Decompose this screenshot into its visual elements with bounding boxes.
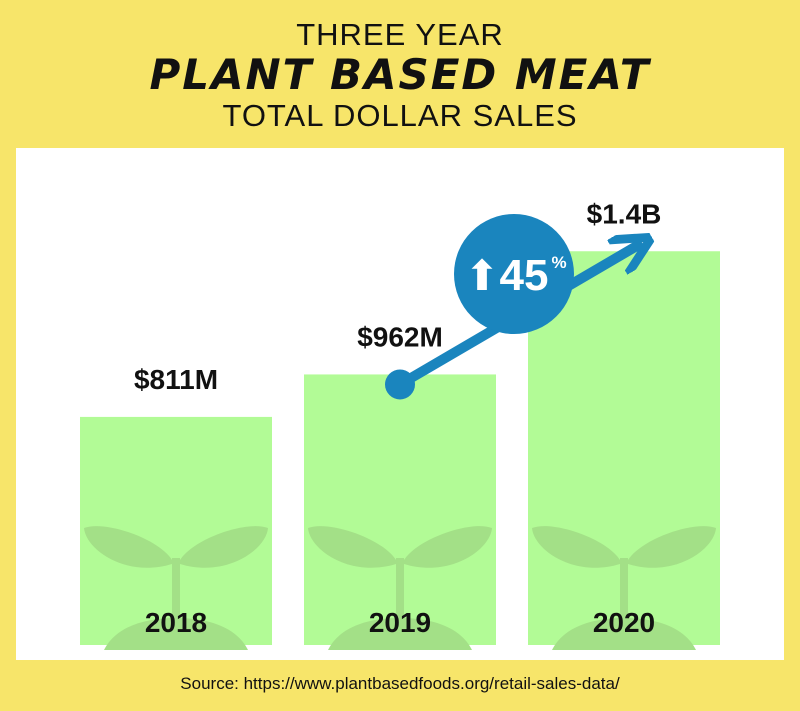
growth-annotation: ⬆ 45 % [385,214,638,400]
sprout-leaf-right [404,526,492,568]
sprout-leaf-left [532,526,620,568]
sprout-mound [552,618,696,650]
growth-start-dot [385,369,415,400]
sprout-stem [396,558,404,623]
source-note: Source: https://www.plantbasedfoods.org/… [180,674,620,693]
growth-badge [454,214,574,334]
sprout-mound [328,618,472,650]
growth-unit: % [551,253,566,272]
sprout-stem [172,558,180,623]
sprout-icon [84,526,268,650]
category-label: 2020 [593,607,655,638]
sprout-stem [620,558,628,623]
growth-value: 45 [500,251,549,300]
title-line-2: PLANT BASED MEAT [149,50,651,99]
sprout-icon [532,526,716,650]
bar-value-label: $1.4B [587,198,662,229]
sprout-leaf-right [628,526,716,568]
sprout-mound [104,618,248,650]
category-label: 2018 [145,607,207,638]
up-arrow-icon: ⬆ [464,251,499,300]
title-line-3: TOTAL DOLLAR SALES [222,98,578,133]
bar-value-label: $962M [357,321,443,352]
category-label: 2019 [369,607,431,638]
bar-value-label: $811M [134,364,218,395]
sales-bar-chart: $811M 2018 $962M 2019 $1.4B 2020 ⬆ 45 % [80,198,720,650]
sprout-icon [308,526,492,650]
sprout-leaf-right [180,526,268,568]
sprout-leaf-left [84,526,172,568]
sprout-leaf-left [308,526,396,568]
title-line-1: THREE YEAR [296,17,504,52]
